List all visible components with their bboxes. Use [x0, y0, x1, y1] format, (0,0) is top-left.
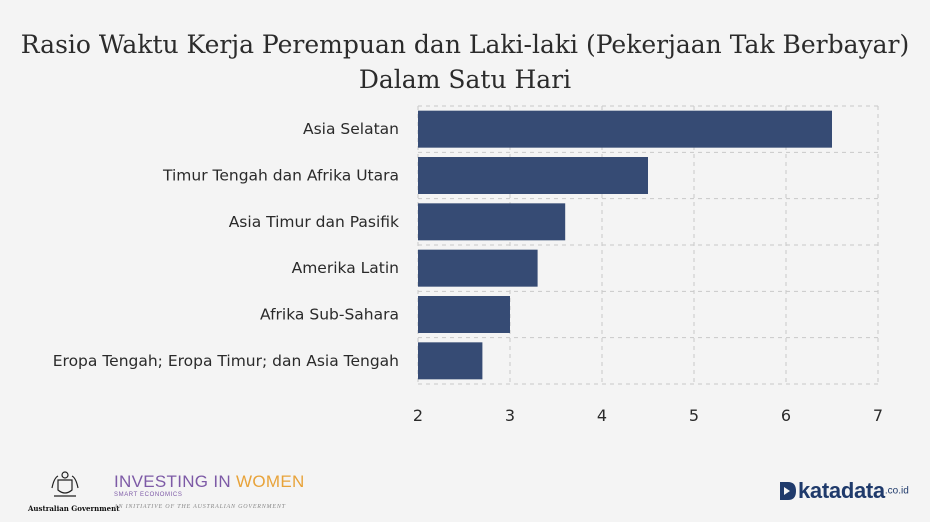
x-tick-label-4: 6 — [781, 406, 791, 425]
bar-2 — [418, 203, 566, 241]
katadata-mark-icon — [780, 482, 796, 500]
iiw-word1: INVESTING IN — [114, 472, 231, 491]
category-label-1: Timur Tengah dan Afrika Utara — [162, 167, 399, 185]
partner-logos: Australian Government INVESTING IN WOMEN… — [28, 470, 328, 514]
brand-name: katadata — [798, 478, 885, 503]
iiw-word2: WOMEN — [235, 472, 305, 491]
category-label-2: Asia Timur dan Pasifik — [229, 213, 399, 231]
chart-title-line2: Dalam Satu Hari — [358, 65, 572, 94]
x-tick-label-5: 7 — [873, 406, 883, 425]
bar-4 — [418, 296, 510, 333]
x-tick-label-1: 3 — [505, 406, 515, 425]
x-tick-label-3: 5 — [689, 406, 699, 425]
bar-3 — [418, 249, 538, 287]
brand-tld: .co.id — [884, 485, 909, 497]
investing-in-women-logo: INVESTING IN WOMEN — [114, 472, 305, 492]
category-label-5: Eropa Tengah; Eropa Timur; dan Asia Teng… — [53, 352, 399, 370]
iiw-initiative: AN INITIATIVE OF THE AUSTRALIAN GOVERNME… — [114, 504, 286, 510]
bar-0 — [418, 110, 832, 148]
iiw-subtitle: SMART ECONOMICS — [114, 492, 183, 498]
coat-of-arms-icon — [51, 471, 79, 497]
category-label-4: Afrika Sub-Sahara — [260, 306, 399, 324]
category-label-0: Asia Selatan — [303, 120, 399, 138]
x-tick-label-0: 2 — [413, 406, 423, 425]
chart-title-line1: Rasio Waktu Kerja Perempuan dan Laki-lak… — [20, 30, 910, 59]
katadata-logo: katadata.co.id — [778, 478, 909, 506]
australian-government-label: Australian Government — [28, 504, 120, 513]
bar-1 — [418, 157, 648, 194]
x-tick-label-2: 4 — [597, 406, 607, 425]
bar-5 — [418, 342, 483, 380]
category-label-3: Amerika Latin — [292, 259, 399, 277]
